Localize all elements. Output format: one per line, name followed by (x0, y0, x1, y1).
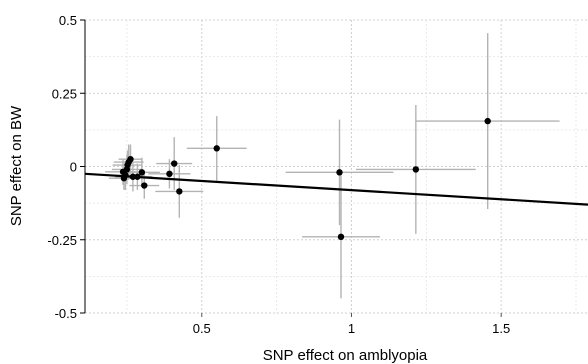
axes (80, 19, 502, 317)
x-tick-label: 0.5 (193, 321, 211, 336)
y-tick-label: 0.25 (52, 86, 77, 101)
data-point (166, 170, 173, 178)
data-point (127, 155, 134, 163)
fit-line-group (84, 172, 588, 206)
data-point (134, 173, 141, 180)
plot-panel (85, 20, 588, 313)
data-point (336, 169, 343, 176)
y-axis-label: SNP effect on BW (8, 105, 25, 226)
data-point (171, 160, 178, 167)
x-axis-label: SNP effect on amblyopia (263, 347, 428, 364)
y-tick-label: 0.5 (59, 13, 77, 28)
regression-line (84, 172, 588, 206)
data-point (176, 188, 183, 195)
data-point (129, 173, 137, 180)
tick-labels: 0.5 1 1.5 -0.5 -0.25 0 0.25 0.5 (47, 13, 510, 336)
data-point (213, 145, 220, 152)
data-point (141, 182, 148, 189)
y-tick-label: 0 (70, 160, 77, 175)
data-point (122, 172, 129, 179)
grid-lines (85, 19, 588, 314)
data-point (484, 117, 491, 125)
x-tick-label: 1 (348, 321, 355, 336)
data-points (119, 117, 491, 241)
data-point (337, 233, 345, 241)
x-tick-label: 1.5 (492, 321, 510, 336)
data-point (138, 169, 146, 176)
y-tick-label: -0.25 (47, 233, 77, 248)
y-tick-label: -0.5 (55, 306, 77, 321)
data-point (412, 166, 420, 173)
